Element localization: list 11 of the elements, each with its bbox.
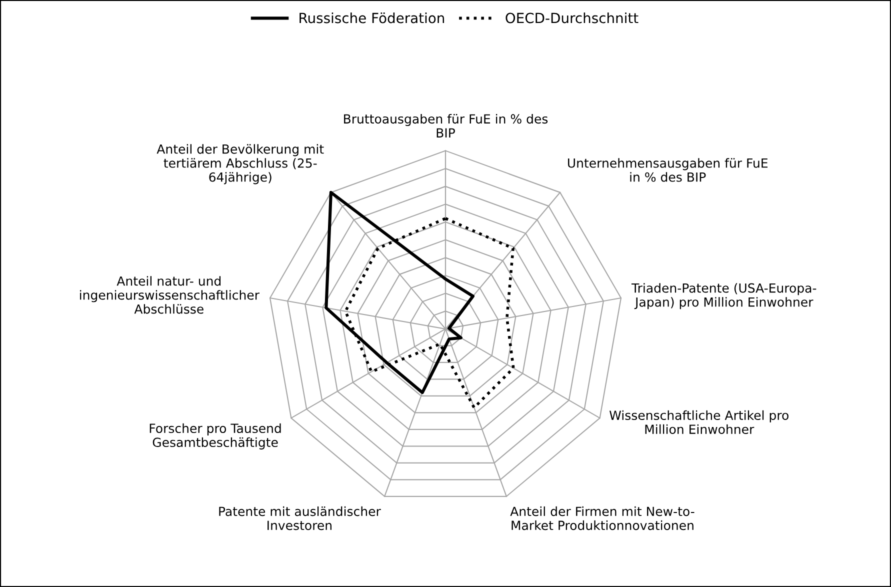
legend-label: OECD-Durchschnitt xyxy=(506,12,638,24)
spoke-label: Forscher pro Tausend Gesamtbeschäftigte xyxy=(150,423,281,450)
spoke-label: Anteil natur- und ingenieurswissenschaftlicher Abschlüsse xyxy=(80,276,260,314)
spoke-label: Bruttoausgaben für FuE in % des BIP xyxy=(344,114,548,138)
spoke-label: Anteil der Firmen mit New-to- Market Produktionnovationen xyxy=(510,506,694,530)
spoke-label: Anteil der Bevölkerung mit tertiärem Abschluss (25- 64jährige) xyxy=(156,144,324,184)
spoke-label: Patente mit ausländischer Investoren xyxy=(219,506,381,530)
legend-label: Russische Föderation xyxy=(300,12,444,24)
spoke-label: Wissenschaftliche Artikel pro Million Einwohner xyxy=(610,410,788,434)
spoke-label: Unternehmensausgaben für FuE in % des BIP xyxy=(568,158,768,182)
spoke-label: Triaden-Patente (USA-Europa- Japan) pro Million Einwohner xyxy=(631,283,816,310)
